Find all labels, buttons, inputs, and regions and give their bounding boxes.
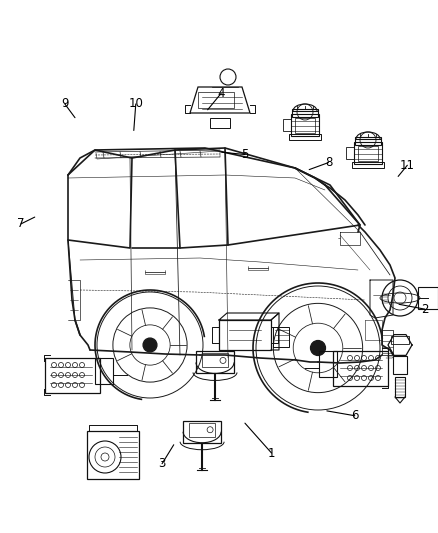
Text: 3: 3 [159,457,166,470]
Text: 5: 5 [242,148,249,161]
Text: 8: 8 [325,156,332,169]
Circle shape [311,341,325,356]
Text: 11: 11 [400,159,415,172]
Text: 4: 4 [217,87,225,100]
Circle shape [143,338,157,352]
Text: 10: 10 [128,98,143,110]
Text: 2: 2 [421,303,429,316]
Text: 1: 1 [268,447,276,459]
Text: 7: 7 [17,217,25,230]
Text: 9: 9 [61,98,69,110]
Text: 6: 6 [351,409,359,422]
